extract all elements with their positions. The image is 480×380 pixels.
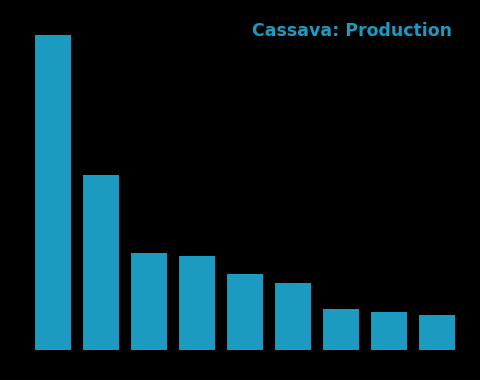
Bar [131, 253, 167, 350]
Bar [83, 175, 119, 350]
Bar [179, 256, 215, 350]
Bar [227, 274, 263, 350]
Bar [371, 312, 407, 350]
Text: Cassava: Production: Cassava: Production [252, 22, 452, 40]
Bar [35, 35, 71, 350]
Bar [275, 283, 311, 350]
Bar [323, 309, 359, 350]
Bar [419, 315, 455, 350]
